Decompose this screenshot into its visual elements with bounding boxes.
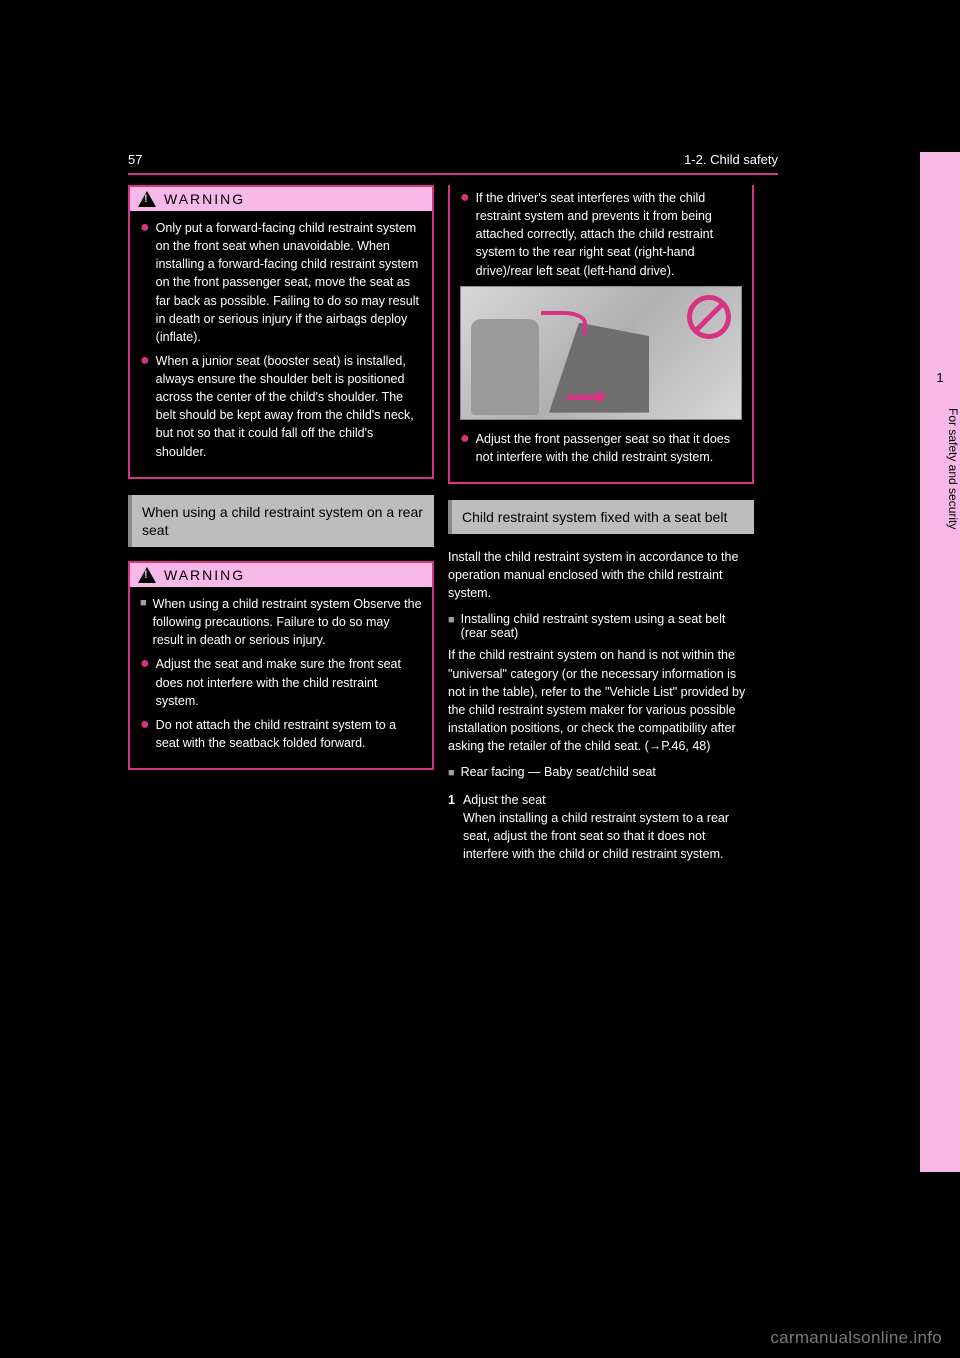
square-bullet-icon: ■ <box>448 765 455 783</box>
bullet-text: Adjust the seat and make sure the front … <box>156 655 422 709</box>
subheading-1: ■ Installing child restraint system usin… <box>448 612 754 640</box>
bullet-text: When using a child restraint system Obse… <box>153 595 422 649</box>
warning-box-continuation: ● If the driver's seat interferes with t… <box>448 185 754 484</box>
right-column: ● If the driver's seat interferes with t… <box>448 185 754 863</box>
square-bullet-icon: ■ <box>140 595 147 649</box>
bullet-icon: ● <box>140 219 150 346</box>
bullet-item: ● Do not attach the child restraint syst… <box>140 716 422 752</box>
warning-header: WARNING <box>130 563 432 587</box>
arrow-straight-icon <box>567 395 599 400</box>
bullet-text: Adjust the front passenger seat so that … <box>476 430 742 466</box>
watermark: carmanualsonline.info <box>770 1328 942 1348</box>
step-text: Adjust the seat When installing a child … <box>463 791 754 864</box>
bullet-text: When a junior seat (booster seat) is ins… <box>156 352 422 461</box>
bullet-item: ● Only put a forward-facing child restra… <box>140 219 422 346</box>
warning-triangle-icon <box>138 567 156 583</box>
bullet-icon: ● <box>140 716 150 752</box>
step-number: 1 <box>448 791 455 864</box>
page-header: 57 1-2. Child safety <box>128 152 778 175</box>
bullet-item: ● If the driver's seat interferes with t… <box>460 189 742 280</box>
bullet-item: ● Adjust the seat and make sure the fron… <box>140 655 422 709</box>
bullet-text: If the driver's seat interferes with the… <box>476 189 742 280</box>
page-number: 57 <box>128 152 142 167</box>
left-column: WARNING ● Only put a forward-facing chil… <box>128 185 434 863</box>
chapter-label: For safety and security <box>920 404 960 664</box>
chapter-number: 1 <box>920 370 960 385</box>
child-seat-illustration <box>460 286 742 420</box>
subheading-text: Installing child restraint system using … <box>461 612 754 640</box>
arrow-curve-icon <box>541 311 587 335</box>
warning-triangle-icon <box>138 191 156 207</box>
intro-text: Install the child restraint system in ac… <box>448 548 754 602</box>
section-title-seat-belt: Child restraint system fixed with a seat… <box>448 500 754 534</box>
square-bullet-icon: ■ <box>448 612 455 640</box>
content-area: WARNING ● Only put a forward-facing chil… <box>128 185 778 863</box>
sub1-body: If the child restraint system on hand is… <box>448 646 754 755</box>
section-title-rear-seat: When using a child restraint system on a… <box>128 495 434 547</box>
bullet-text: Only put a forward-facing child restrain… <box>156 219 422 346</box>
section-path: 1-2. Child safety <box>684 152 778 167</box>
warning-box-2: WARNING ■ When using a child restraint s… <box>128 561 434 770</box>
subheading-text: Rear facing — Baby seat/child seat <box>461 765 656 783</box>
warning-label: WARNING <box>164 191 245 207</box>
bullet-icon: ● <box>460 189 470 280</box>
front-seat-shape <box>471 319 539 415</box>
bullet-icon: ● <box>140 352 150 461</box>
square-bullet-item: ■ When using a child restraint system Ob… <box>140 595 422 649</box>
warning-label: WARNING <box>164 567 245 583</box>
bullet-text: Do not attach the child restraint system… <box>156 716 422 752</box>
bullet-icon: ● <box>140 655 150 709</box>
subheading-2: ■ Rear facing — Baby seat/child seat <box>448 765 754 783</box>
warning-body: ● If the driver's seat interferes with t… <box>450 185 752 482</box>
bullet-icon: ● <box>460 430 470 466</box>
warning-body: ■ When using a child restraint system Ob… <box>130 587 432 768</box>
warning-header: WARNING <box>130 187 432 211</box>
bullet-item: ● When a junior seat (booster seat) is i… <box>140 352 422 461</box>
manual-page: 57 1-2. Child safety WARNING ● Only put … <box>128 152 778 1202</box>
step-1: 1 Adjust the seat When installing a chil… <box>448 791 754 864</box>
chapter-side-tab: 1 For safety and security <box>920 152 960 1172</box>
bullet-item: ● Adjust the front passenger seat so tha… <box>460 430 742 466</box>
warning-box-1: WARNING ● Only put a forward-facing chil… <box>128 185 434 479</box>
warning-body: ● Only put a forward-facing child restra… <box>130 211 432 477</box>
prohibited-icon <box>687 295 731 339</box>
